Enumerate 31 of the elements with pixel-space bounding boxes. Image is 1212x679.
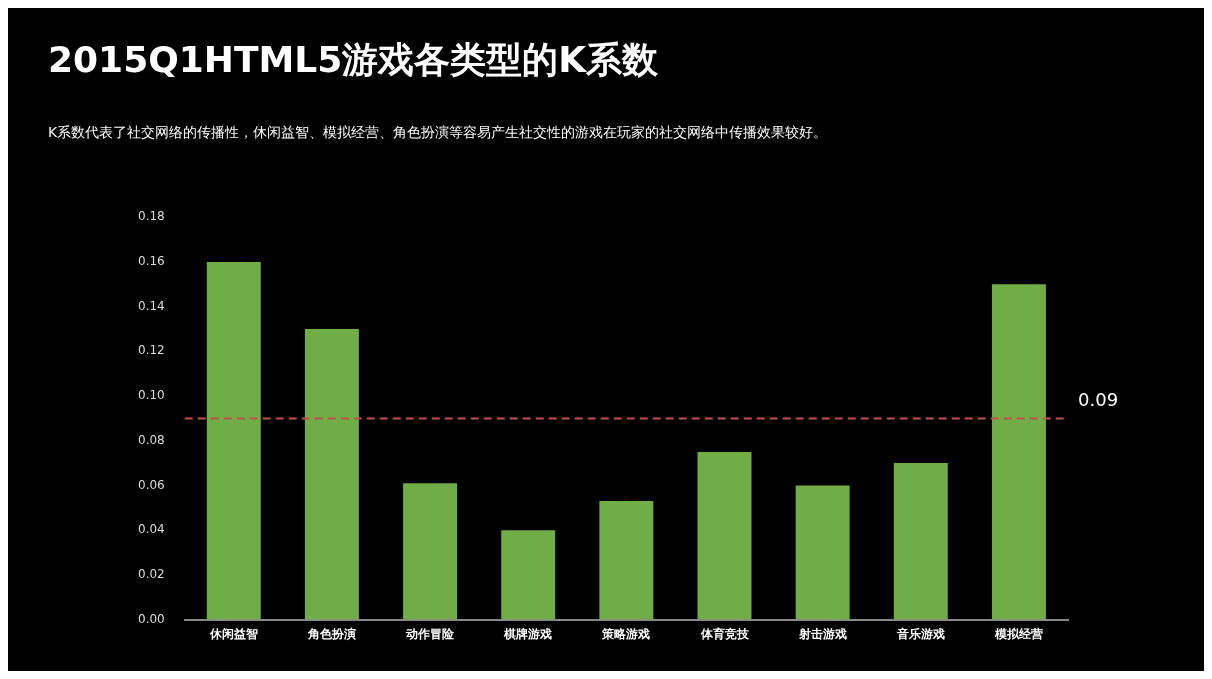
bar [206,261,261,620]
x-tick-label: 音乐游戏 [895,626,945,641]
bar [304,328,359,620]
y-tick-label: 0.04 [138,522,165,537]
y-tick-label: 0.02 [138,567,165,582]
y-tick-label: 0.08 [138,432,165,447]
x-tick-label: 动作冒险 [405,626,456,641]
x-tick-label: 策略游戏 [601,626,651,641]
x-tick-label: 模拟经营 [993,626,1043,641]
bar [893,463,948,620]
y-tick-label: 0.00 [138,611,165,626]
bar [501,530,556,620]
bar [991,284,1046,620]
x-tick-label: 休闲益智 [208,626,258,641]
y-tick-label: 0.12 [138,343,165,358]
ref-line-label: 0.09 [1078,389,1119,411]
chart-subtitle: K系数代表了社交网络的传播性，休闲益智、模拟经营、角色扮演等容易产生社交性的游戏在玩家的社交网络中传播效果较好。 [48,123,829,142]
bar [697,451,752,620]
y-tick-label: 0.06 [138,477,165,492]
y-tick-label: 0.10 [138,388,165,403]
bar [599,501,654,620]
x-tick-label: 体育竞技 [699,626,750,641]
x-tick-label: 棋牌游戏 [503,626,553,641]
y-tick-label: 0.18 [138,209,165,224]
bar [795,485,850,620]
bar [403,483,458,620]
x-tick-label: 角色扮演 [306,626,356,641]
chart-title: 2015Q1HTML5游戏各类型的K系数 [48,38,659,82]
y-tick-label: 0.14 [138,298,165,313]
y-tick-label: 0.16 [138,254,165,269]
x-tick-label: 射击游戏 [797,626,847,641]
